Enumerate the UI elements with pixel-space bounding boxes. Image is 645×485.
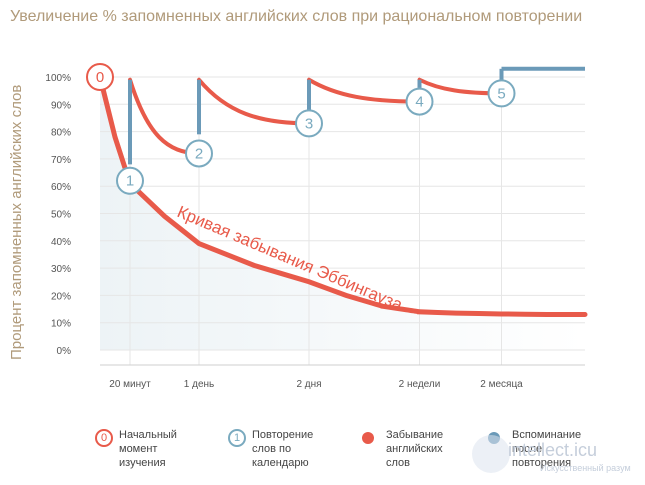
forgetting-curve-segment — [128, 77, 201, 156]
marker-circle — [405, 87, 434, 116]
y-tick-label: 80% — [51, 128, 71, 139]
y-tick-label: 50% — [51, 210, 71, 221]
y-tick-label: 30% — [51, 264, 71, 275]
marker-circle — [487, 79, 516, 108]
legend-item-start: 0 Начальный момент изучения — [95, 428, 191, 470]
watermark-logo — [472, 435, 510, 473]
marker-circle — [185, 139, 213, 168]
marker-label: 4 — [415, 94, 423, 111]
chart-plot: 100% 90% 80% 70% 60% 50% 40% 30% 20% 10% 0% 20 мину… — [8, 63, 588, 390]
legend-label: Вспоминание после повторения — [512, 429, 582, 469]
forgetting-curve-segment — [197, 77, 311, 126]
watermark-subtitle: Искусственный разум — [540, 463, 631, 473]
repeat-marker-icon: 1 — [228, 429, 246, 447]
marker-circle — [295, 109, 323, 138]
y-tick-label: 60% — [51, 182, 71, 193]
x-tick-label: 1 день — [184, 379, 214, 390]
marker-label: 5 — [497, 85, 505, 102]
marker-circle — [116, 166, 144, 195]
legend-label: Начальный момент изучения — [119, 429, 177, 469]
start-marker-icon: 0 — [95, 429, 113, 447]
forgetting-dot-icon — [362, 429, 378, 445]
legend-label: Повторение слов по календарю — [252, 429, 314, 469]
y-tick-label: 100% — [45, 73, 71, 84]
marker-label: 2 — [195, 145, 203, 162]
y-tick-label: 20% — [51, 291, 71, 302]
y-tick-label: 10% — [51, 319, 71, 330]
y-tick-label: 40% — [51, 237, 71, 248]
forgetting-curve-segment — [307, 77, 422, 104]
y-axis-title: Процент запомненных английских слов — [8, 85, 25, 360]
y-tick-label: 70% — [51, 155, 71, 166]
x-tick-label: 2 месяца — [480, 379, 523, 390]
legend-label: Забывание английских слов — [386, 429, 444, 469]
x-tick-label: 2 недели — [399, 379, 441, 390]
marker-label: 0 — [96, 69, 104, 86]
retention-area — [100, 77, 585, 350]
ebbinghaus-curve — [97, 74, 588, 318]
marker-circle — [86, 63, 114, 91]
legend-item-repeat: 1 Повторение слов по календарю — [228, 428, 324, 470]
x-tick-label: 2 дня — [296, 379, 321, 390]
watermark-brand: intellect.icu — [508, 440, 598, 460]
x-tick-label: 20 минут — [109, 379, 151, 390]
marker-label: 3 — [305, 115, 313, 132]
legend-item-forget: Забывание английских слов — [362, 428, 446, 470]
marker-label: 1 — [126, 173, 134, 190]
y-tick-label: 0% — [57, 346, 72, 357]
chart-title: Увеличение % запомненных английских слов… — [10, 8, 583, 25]
y-tick-label: 90% — [51, 100, 71, 111]
